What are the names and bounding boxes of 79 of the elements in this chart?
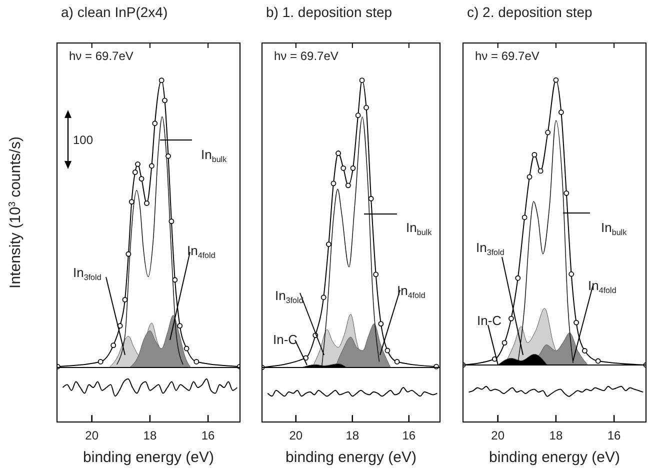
- point: [359, 78, 365, 84]
- point: [340, 165, 346, 171]
- point: [364, 104, 369, 110]
- point: [378, 321, 384, 327]
- point: [538, 168, 544, 174]
- point: [582, 348, 588, 354]
- series-label: In-C: [273, 332, 298, 347]
- point: [122, 296, 128, 302]
- chart-title: b) 1. deposition step: [266, 4, 392, 20]
- point: [326, 242, 332, 247]
- point: [574, 320, 579, 326]
- point: [394, 359, 400, 364]
- point: [515, 275, 521, 281]
- text: In$_{3fold}$: [73, 265, 102, 282]
- point: [132, 170, 138, 175]
- point: [177, 323, 183, 329]
- point: [168, 218, 174, 224]
- point: [508, 316, 514, 322]
- x-tick-label: 18: [143, 428, 157, 443]
- point: [564, 190, 570, 196]
- point: [522, 214, 528, 220]
- point: [194, 359, 200, 364]
- point: [135, 161, 140, 167]
- point: [526, 174, 532, 180]
- chart-title: c) 2. deposition step: [467, 4, 593, 20]
- point: [336, 150, 341, 156]
- x-tick-label: 18: [549, 428, 563, 443]
- point: [128, 199, 134, 204]
- point: [384, 348, 390, 354]
- text: In$_{bulk}$: [201, 147, 228, 164]
- x-tick-label: 16: [402, 428, 416, 443]
- point: [110, 342, 116, 348]
- text: In-C: [477, 313, 502, 328]
- point: [345, 182, 351, 188]
- point: [172, 277, 178, 283]
- point: [568, 271, 574, 277]
- point: [330, 180, 336, 186]
- text: In$_{3fold}$: [275, 288, 304, 305]
- text: In$_{4fold}$: [397, 283, 426, 300]
- text: In$_{4fold}$: [187, 243, 216, 260]
- point: [350, 165, 356, 171]
- point: [320, 294, 326, 300]
- point: [558, 110, 564, 115]
- point: [355, 112, 361, 118]
- text: hν = 69.7eV: [475, 49, 540, 63]
- point: [368, 196, 374, 202]
- x-axis-title: binding energy (eV): [489, 449, 620, 466]
- point: [98, 359, 104, 364]
- x-tick-label: 16: [201, 428, 216, 443]
- point: [502, 340, 508, 346]
- point: [126, 251, 132, 257]
- point: [148, 163, 154, 169]
- chart-title: a) clean InP(2x4): [61, 4, 168, 20]
- point: [166, 153, 171, 159]
- annotation: 100: [73, 133, 94, 147]
- point: [144, 200, 150, 206]
- x-axis-title: binding energy (eV): [83, 449, 214, 466]
- point: [545, 130, 551, 136]
- text: In$_{3fold}$: [476, 240, 504, 257]
- text: In$_{bulk}$: [601, 220, 628, 237]
- point: [373, 272, 379, 278]
- text: hν = 69.7eV: [274, 49, 338, 63]
- point: [553, 77, 559, 83]
- point: [152, 120, 158, 126]
- x-tick-label: 20: [289, 428, 303, 443]
- point: [532, 152, 538, 158]
- text: In$_{4fold}$: [588, 278, 616, 295]
- text: hν = 69.7eV: [69, 49, 134, 63]
- x-tick-label: 18: [346, 428, 360, 443]
- x-tick-label: 20: [85, 428, 99, 443]
- text: In$_{bulk}$: [406, 220, 433, 237]
- point: [162, 98, 168, 104]
- x-axis-title: binding energy (eV): [286, 449, 416, 466]
- x-tick-label: 16: [607, 428, 622, 443]
- point: [184, 346, 190, 352]
- point: [138, 176, 144, 182]
- point: [158, 78, 164, 84]
- x-tick-label: 20: [491, 428, 505, 443]
- point: [595, 358, 601, 364]
